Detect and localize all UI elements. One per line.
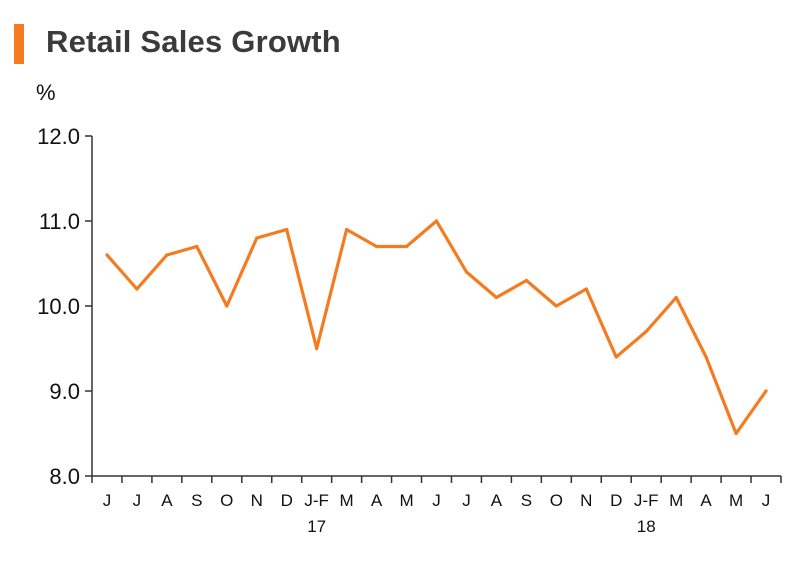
data-point <box>764 389 768 393</box>
x-tick-label: S <box>521 491 532 510</box>
data-point <box>704 355 708 359</box>
x-tick-label: O <box>220 491 233 510</box>
data-point <box>195 244 199 249</box>
x-tick-label: J <box>103 491 112 510</box>
x-tick-label: J <box>432 491 441 510</box>
x-tick-label: J <box>762 491 771 510</box>
data-point <box>105 253 109 257</box>
y-tick-label: 12.0 <box>37 124 80 149</box>
y-tick-label: 8.0 <box>49 464 80 489</box>
x-tick-label: M <box>729 491 743 510</box>
y-tick-label: 11.0 <box>39 209 80 234</box>
data-point <box>734 431 738 436</box>
x-axis-ticks: J J A S O N D J-F M A M J J A S O N D J-F M A M J17 18 <box>91 476 782 536</box>
x-tick-label: N <box>580 491 592 510</box>
x-tick-label: J-F <box>304 491 329 510</box>
x-tick-label: M <box>399 491 413 510</box>
y-tick-label: 10.0 <box>37 294 80 319</box>
series-line <box>105 219 768 436</box>
x-tick-label: A <box>491 491 503 510</box>
x-tick-label: D <box>610 491 622 510</box>
data-point <box>554 304 558 308</box>
data-point <box>524 278 528 283</box>
chart-title: Retail Sales Growth <box>46 24 341 59</box>
x-tick-label: O <box>550 491 563 510</box>
data-point <box>165 253 169 257</box>
x-tick-label: A <box>161 491 173 510</box>
data-point <box>135 287 139 291</box>
data-point <box>464 270 469 274</box>
x-tick-label: J <box>462 491 471 510</box>
data-point <box>614 355 618 359</box>
data-point <box>674 295 678 300</box>
data-point <box>315 346 319 351</box>
x-year-label: 17 <box>307 517 326 536</box>
x-tick-label: J <box>133 491 142 510</box>
x-tick-label: S <box>191 491 202 510</box>
y-axis-unit-label: % <box>36 80 56 105</box>
chart-series <box>105 219 768 436</box>
x-year-label: 18 <box>637 517 656 536</box>
data-point <box>644 329 648 334</box>
chart-axes <box>91 136 781 477</box>
title-accent-bar <box>14 24 24 64</box>
data-point <box>255 236 259 240</box>
x-tick-label: A <box>700 491 712 510</box>
x-tick-label: A <box>371 491 383 510</box>
x-tick-label: N <box>251 491 263 510</box>
data-point <box>494 295 499 300</box>
data-point <box>374 244 379 249</box>
data-point <box>285 227 289 232</box>
x-tick-label: M <box>340 491 354 510</box>
y-axis-ticks: 8.0 9.0 10.0 11.0 12.0 <box>37 124 92 489</box>
data-point <box>345 227 349 232</box>
data-point <box>404 244 409 249</box>
x-tick-label: D <box>281 491 293 510</box>
x-tick-label: J-F <box>634 491 659 510</box>
data-point <box>225 304 229 308</box>
data-point <box>434 219 439 223</box>
x-tick-label: M <box>669 491 683 510</box>
data-point <box>584 287 588 291</box>
y-tick-label: 9.0 <box>49 379 80 404</box>
